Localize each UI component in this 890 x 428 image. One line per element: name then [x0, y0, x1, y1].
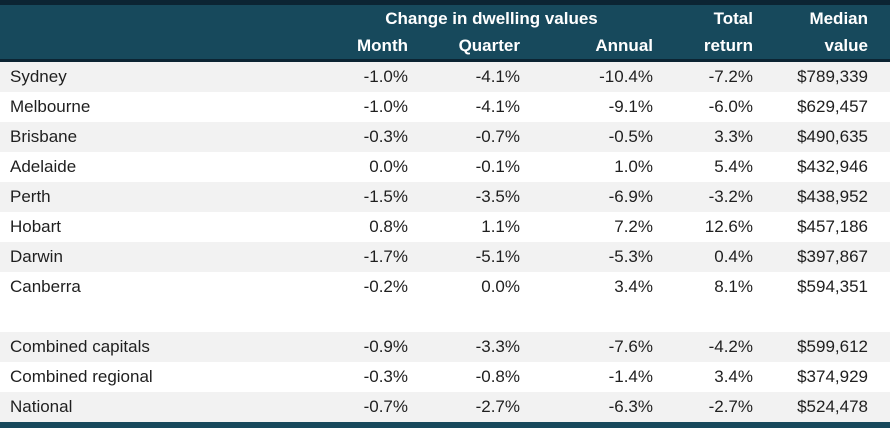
header-row-group: Change in dwelling values Total Median [0, 5, 890, 32]
region-cell: Combined capitals [10, 337, 150, 356]
total-return-cell: -7.2% [708, 67, 753, 86]
annual-cell: -9.1% [608, 97, 653, 116]
table-row: Adelaide 0.0% -0.1% 1.0% 5.4% $432,946 [0, 152, 890, 182]
quarter-cell: -3.3% [475, 337, 520, 356]
median-value-cell: $374,929 [797, 367, 868, 386]
annual-cell: -6.9% [608, 187, 653, 206]
month-cell: -0.3% [363, 367, 408, 386]
month-cell: -0.7% [363, 397, 408, 416]
total-return-cell: -2.7% [708, 397, 753, 416]
table-row: Canberra -0.2% 0.0% 3.4% 8.1% $594,351 [0, 272, 890, 302]
annual-cell: -1.4% [608, 367, 653, 386]
table-row: Combined regional -0.3% -0.8% -1.4% 3.4% $374… [0, 362, 890, 392]
header-col-month: Month [357, 36, 408, 55]
median-value-cell: $594,351 [797, 277, 868, 296]
quarter-cell: -0.8% [475, 367, 520, 386]
total-return-cell: 8.1% [714, 277, 753, 296]
median-value-cell: $457,186 [797, 217, 868, 236]
month-cell: -1.0% [363, 97, 408, 116]
header-total-line1: Total [713, 9, 753, 28]
annual-cell: -0.5% [608, 127, 653, 146]
region-cell: Perth [10, 187, 51, 206]
annual-cell: -7.6% [608, 337, 653, 356]
header-group-title: Change in dwelling values [385, 9, 598, 28]
quarter-cell: 1.1% [481, 217, 520, 236]
header-col-annual: Annual [595, 36, 653, 55]
month-cell: -0.9% [363, 337, 408, 356]
header-col-quarter: Quarter [458, 36, 520, 55]
table-row: Brisbane -0.3% -0.7% -0.5% 3.3% $490,635 [0, 122, 890, 152]
month-cell: -1.0% [363, 67, 408, 86]
header-region-spacer [0, 5, 330, 32]
median-value-cell: $432,946 [797, 157, 868, 176]
total-return-cell: -6.0% [708, 97, 753, 116]
total-return-cell: 0.4% [714, 247, 753, 266]
table-row: Hobart 0.8% 1.1% 7.2% 12.6% $457,186 [0, 212, 890, 242]
median-value-cell: $629,457 [797, 97, 868, 116]
annual-cell: 3.4% [614, 277, 653, 296]
quarter-cell: -0.7% [475, 127, 520, 146]
quarter-cell: 0.0% [481, 277, 520, 296]
annual-cell: 7.2% [614, 217, 653, 236]
table-row: Sydney -1.0% -4.1% -10.4% -7.2% $789,339 [0, 62, 890, 92]
median-value-cell: $490,635 [797, 127, 868, 146]
quarter-cell: -5.1% [475, 247, 520, 266]
region-cell: Sydney [10, 67, 67, 86]
table-row: Combined capitals -0.9% -3.3% -7.6% -4.2% $59… [0, 332, 890, 362]
median-value-cell: $599,612 [797, 337, 868, 356]
quarter-cell: -2.7% [475, 397, 520, 416]
median-value-cell: $397,867 [797, 247, 868, 266]
region-cell: National [10, 397, 73, 416]
region-cell: Combined regional [10, 367, 153, 386]
region-cell: Darwin [10, 247, 63, 266]
region-cell: Brisbane [10, 127, 78, 146]
total-return-cell: 3.4% [714, 367, 753, 386]
total-return-cell: 5.4% [714, 157, 753, 176]
total-return-cell: -4.2% [708, 337, 753, 356]
header-row-columns: Month Quarter Annual return value [0, 32, 890, 59]
header-median-line2: value [824, 36, 868, 55]
header-median-line1: Median [809, 9, 868, 28]
month-cell: 0.0% [369, 157, 408, 176]
median-value-cell: $524,478 [797, 397, 868, 416]
annual-cell: -5.3% [608, 247, 653, 266]
table-body: Sydney -1.0% -4.1% -10.4% -7.2% $789,339 Melbo… [0, 62, 890, 422]
month-cell: -0.2% [363, 277, 408, 296]
table-row: Melbourne -1.0% -4.1% -9.1% -6.0% $629,457 [0, 92, 890, 122]
quarter-cell: -4.1% [475, 97, 520, 116]
month-cell: 0.8% [369, 217, 408, 236]
region-cell: Adelaide [10, 157, 77, 176]
median-value-cell: $438,952 [797, 187, 868, 206]
table-header: Change in dwelling values Total Median M… [0, 5, 890, 62]
quarter-cell: -4.1% [475, 67, 520, 86]
header-total-line2: return [703, 36, 753, 55]
total-return-cell: 12.6% [704, 217, 753, 236]
table-row: Perth -1.5% -3.5% -6.9% -3.2% $438,952 [0, 182, 890, 212]
month-cell: -0.3% [363, 127, 408, 146]
annual-cell: -10.4% [599, 67, 653, 86]
quarter-cell: -0.1% [475, 157, 520, 176]
table-row: National -0.7% -2.7% -6.3% -2.7% $524,478 [0, 392, 890, 422]
region-cell: Canberra [10, 277, 81, 296]
annual-cell: -6.3% [608, 397, 653, 416]
annual-cell: 1.0% [614, 157, 653, 176]
quarter-cell: -3.5% [475, 187, 520, 206]
month-cell: -1.7% [363, 247, 408, 266]
bottom-accent-bar [0, 422, 890, 428]
region-cell: Melbourne [10, 97, 91, 116]
total-return-cell: 3.3% [714, 127, 753, 146]
top-accent-bar [0, 0, 890, 5]
table-row: Darwin -1.7% -5.1% -5.3% 0.4% $397,867 [0, 242, 890, 272]
header-region-spacer [0, 32, 330, 59]
region-cell: Hobart [10, 217, 62, 236]
median-value-cell: $789,339 [797, 67, 868, 86]
spacer-row [0, 302, 890, 332]
total-return-cell: -3.2% [708, 187, 753, 206]
month-cell: -1.5% [363, 187, 408, 206]
